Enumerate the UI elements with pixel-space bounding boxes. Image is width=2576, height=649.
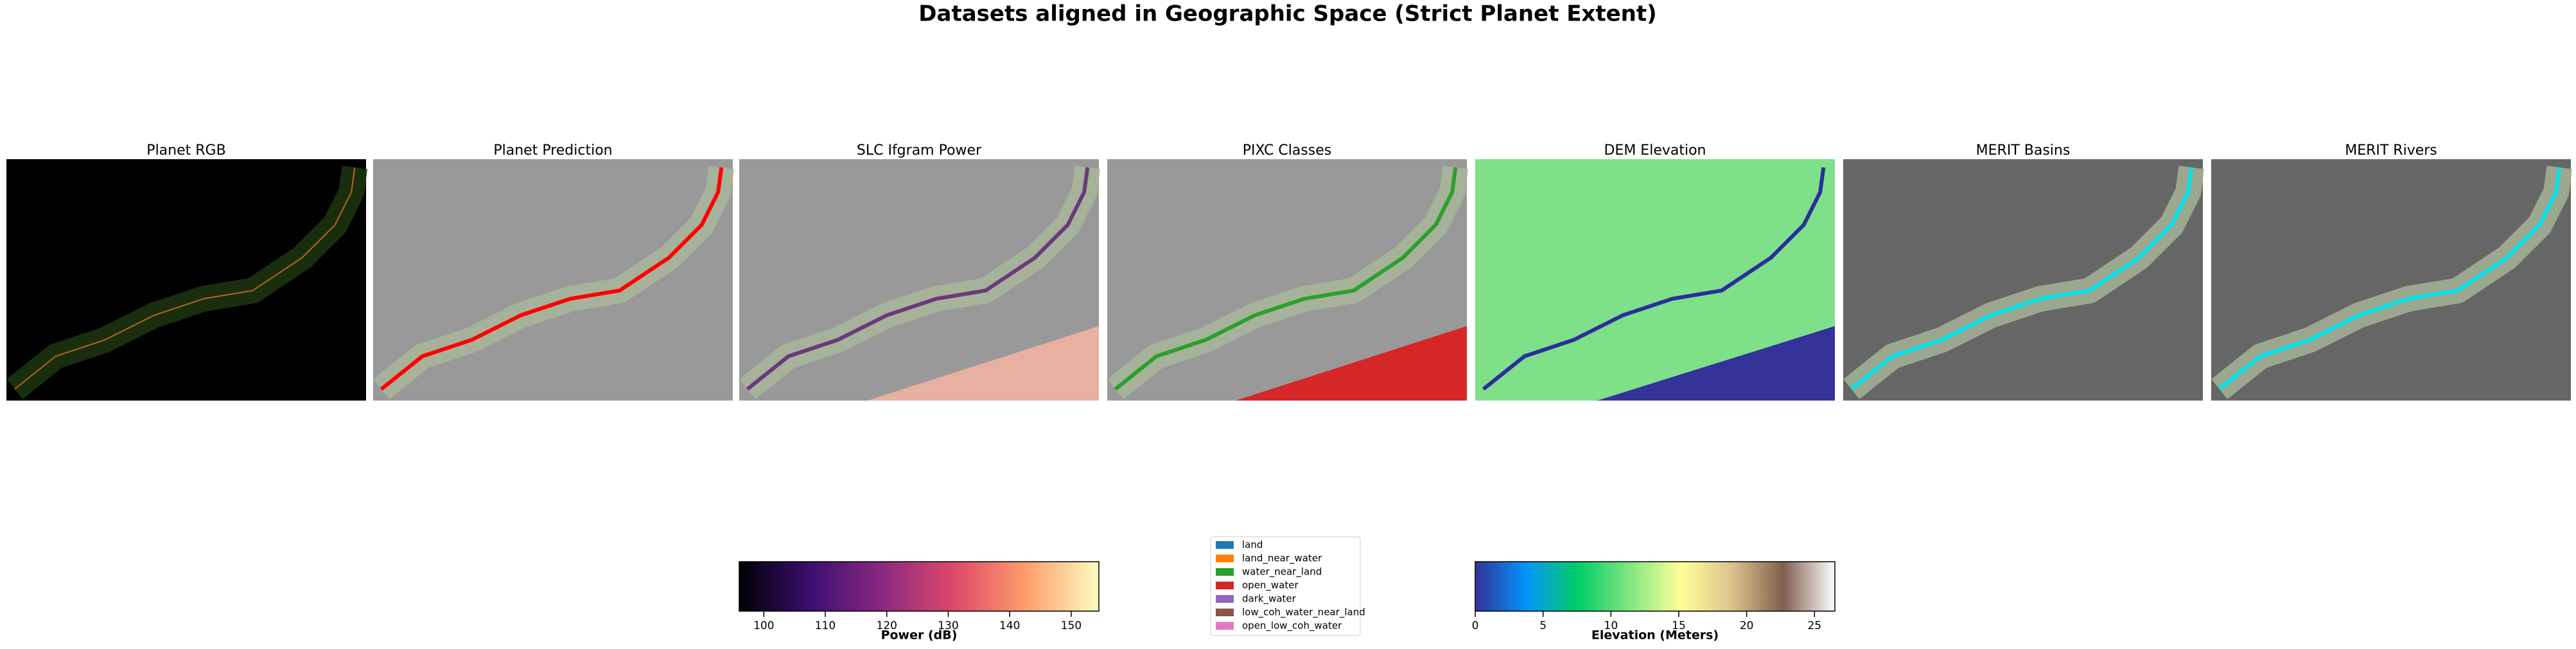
colorbar-tick-label: 20 — [1740, 619, 1754, 632]
river-line — [14, 167, 356, 390]
legend-swatch — [1216, 622, 1234, 630]
river-line — [1114, 167, 1458, 391]
colorbar-tick-label: 0 — [1472, 619, 1479, 632]
legend-label: open_low_coh_water — [1242, 620, 1342, 632]
legend-label: dark_water — [1242, 593, 1297, 605]
image-region — [1597, 326, 1835, 401]
legend-label: open_water — [1242, 580, 1299, 592]
panel-title: Planet RGB — [146, 143, 225, 159]
panel-title: PIXC Classes — [1243, 143, 1331, 159]
colorbar-tick-label: 140 — [999, 619, 1020, 632]
river-line — [380, 167, 724, 391]
river-line — [746, 167, 1090, 391]
legend-swatch — [1216, 568, 1234, 576]
colorbar-label: Power (dB) — [881, 628, 958, 643]
panel-title: MERIT Basins — [1976, 143, 2071, 159]
colorbar-tick-label: 10 — [1604, 619, 1618, 632]
colorbar-tick-label: 100 — [753, 619, 774, 632]
colorbar — [739, 561, 1100, 612]
colorbar-tick-label: 130 — [938, 619, 958, 632]
colorbar-tick-label: 25 — [1807, 619, 1821, 632]
legend-swatch — [1216, 582, 1234, 589]
colorbar — [1475, 561, 1836, 612]
legend-label: land — [1242, 539, 1263, 551]
legend-label: low_coh_water_near_land — [1242, 607, 1365, 619]
panel-title: MERIT Rivers — [2345, 143, 2437, 159]
colorbar-tick-label: 120 — [877, 619, 897, 632]
panel-title: SLC Ifgram Power — [857, 143, 982, 159]
image-region — [1236, 326, 1467, 401]
figure-title: Datasets aligned in Geographic Space (St… — [918, 1, 1656, 27]
colorbar-tick-label: 110 — [815, 619, 836, 632]
colorbar-tick-label: 150 — [1061, 619, 1082, 632]
river-line — [1482, 167, 1826, 391]
legend-box — [1210, 536, 1361, 636]
legend-swatch — [1216, 595, 1234, 603]
legend-label: land_near_water — [1242, 553, 1322, 565]
colorbar-tick-label: 15 — [1672, 619, 1686, 632]
river-line — [2218, 167, 2562, 391]
image-region — [868, 326, 1099, 401]
river-line — [1850, 167, 2194, 391]
panel-title: DEM Elevation — [1604, 143, 1706, 159]
panel-title: Planet Prediction — [493, 143, 612, 159]
colorbar-tick-label: 5 — [1539, 619, 1546, 632]
legend-swatch — [1216, 555, 1234, 562]
legend-swatch — [1216, 541, 1234, 549]
legend-label: water_near_land — [1242, 566, 1322, 578]
colorbar-label: Elevation (Meters) — [1591, 628, 1719, 643]
legend-swatch — [1216, 609, 1234, 616]
